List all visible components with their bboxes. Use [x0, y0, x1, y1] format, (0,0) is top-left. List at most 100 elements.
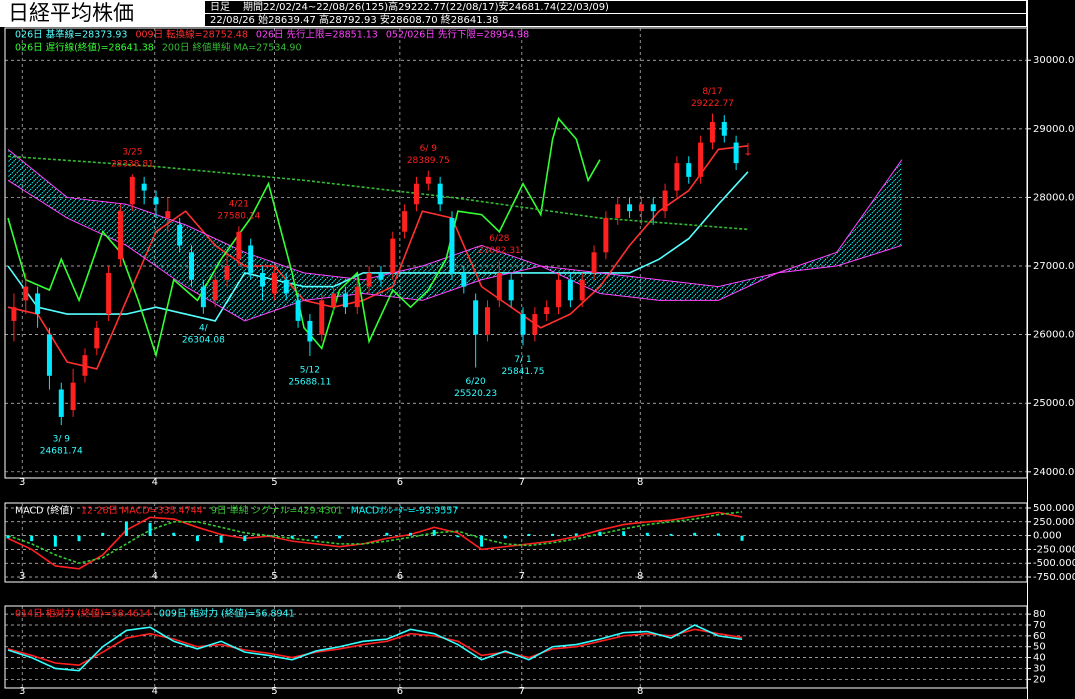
histogram-bar [409, 532, 413, 536]
legend-entry: 026日 遅行線(終値)=28641.38 [15, 42, 154, 54]
candle-body [189, 252, 195, 280]
histogram-bar [6, 535, 10, 539]
candle-body [484, 307, 490, 335]
candle-body [378, 272, 384, 280]
legend-entry: 052/026日 先行下限=28954.98 [386, 29, 529, 41]
histogram-bar [101, 532, 105, 536]
candle-body [461, 272, 467, 287]
candle-body [46, 334, 52, 376]
y-tick-label: 60 [1033, 631, 1046, 642]
legend-entry: 009日 相対力 (終値)=56.8941 [159, 608, 295, 620]
candle-body [520, 314, 526, 335]
candle-body [603, 218, 609, 253]
series-line [7, 628, 743, 667]
histogram-bar [124, 521, 128, 536]
candle-body [212, 279, 218, 301]
legend-entry: 9日 単純 シグナル=429.4301 [211, 505, 343, 517]
candle-body [508, 279, 514, 301]
candle-body [200, 286, 206, 308]
annotation-value: 28389.75 [407, 156, 450, 166]
y-tick-label: 70 [1033, 620, 1046, 631]
annotation-date: 6/20 [466, 377, 486, 387]
legend-entry: 014日 相対力 (終値)=58.4614 [15, 608, 151, 620]
annotation-date: 4/21 [229, 200, 249, 210]
series-line [7, 511, 743, 565]
y-tick-label: 30 [1033, 663, 1046, 674]
candle-body [11, 307, 17, 321]
candle-body [473, 300, 479, 335]
candle-body [544, 307, 550, 315]
annotation-value: 28338.81 [111, 160, 154, 170]
annotation-value: 25520.23 [454, 389, 497, 399]
histogram-bar [195, 535, 199, 542]
candle-body [674, 163, 680, 191]
period-info: 期間22/02/24~22/08/26(125)高29222.77(22/08/… [243, 0, 609, 13]
annotation-value: 27082.31 [478, 246, 521, 256]
candle-body [591, 252, 597, 273]
legend-entry: 12-26日 MACD=335.4744 [81, 506, 203, 517]
series-line [7, 145, 749, 370]
panel-frame [4, 502, 1028, 583]
y-tick-label: 50 [1033, 642, 1046, 653]
histogram-bar [551, 533, 555, 536]
legend-entry: 009日 転換線=28752.48 [135, 29, 247, 41]
candle-body [354, 286, 360, 308]
annotation-date: 7/ 1 [514, 355, 531, 365]
histogram-bar [219, 535, 223, 543]
candle-body [141, 183, 147, 191]
y-tick-label: 28000.00 [1033, 192, 1075, 203]
candle-body [82, 355, 88, 376]
title-box [0, 0, 205, 27]
annotation-date: 5/12 [300, 366, 320, 376]
legend-entry: 026日 基準線=28373.93 [15, 29, 127, 41]
annotation-value: 25688.11 [288, 378, 331, 388]
candle-body [271, 272, 277, 294]
candle-body [437, 183, 443, 205]
candle-body [615, 204, 621, 219]
annotation-date: 4/ [199, 323, 209, 333]
panel-frame [4, 27, 1028, 479]
candle-body [295, 300, 301, 321]
candle-body [496, 272, 502, 301]
y-tick-label: 25000.00 [1033, 398, 1075, 409]
candle-body [58, 389, 64, 417]
annotation-value: 29222.77 [691, 99, 734, 109]
x-tick-label: 4 [152, 686, 158, 697]
x-tick-label: 4 [152, 477, 158, 488]
histogram-bar [172, 532, 176, 536]
x-tick-label: 7 [519, 571, 525, 582]
annotation-value: 24681.74 [40, 447, 83, 457]
candle-body [745, 153, 751, 155]
legend-entry: 200日 終値単純 MA=27534.90 [162, 42, 302, 54]
histogram-bar [645, 532, 649, 536]
histogram-bar [527, 533, 531, 536]
x-tick-label: 7 [519, 477, 525, 488]
y-tick-label: -500.000 [1033, 558, 1075, 569]
candle-body [35, 293, 41, 315]
x-tick-label: 5 [271, 477, 277, 488]
histogram-bar [740, 535, 744, 541]
candle-body [177, 224, 183, 246]
candle-body [425, 176, 431, 184]
candle-body [106, 272, 112, 315]
y-tick-label: 40 [1033, 653, 1046, 664]
candle-body [733, 142, 739, 164]
histogram-bar [480, 535, 484, 547]
candle-body [721, 121, 727, 136]
candle-body [319, 300, 325, 335]
histogram-bar [716, 533, 720, 536]
last-ohlc: 22/08/26 始28639.47 高28792.93 安28608.70 終… [210, 13, 499, 26]
cloud-fill [8, 149, 902, 321]
y-tick-label: 27000.00 [1033, 261, 1075, 272]
annotation-date: 8/17 [702, 87, 722, 97]
annotation-value: 25841.75 [502, 367, 545, 377]
histogram-bar [432, 530, 436, 536]
x-tick-label: 5 [271, 571, 277, 582]
x-tick-label: 4 [152, 571, 158, 582]
legend-entry: 026日 先行上限=28851.13 [256, 29, 378, 41]
candle-body [567, 279, 573, 301]
x-tick-label: 6 [397, 686, 403, 697]
series-line [7, 155, 749, 231]
candle-body [117, 211, 123, 260]
histogram-bar [338, 535, 342, 539]
